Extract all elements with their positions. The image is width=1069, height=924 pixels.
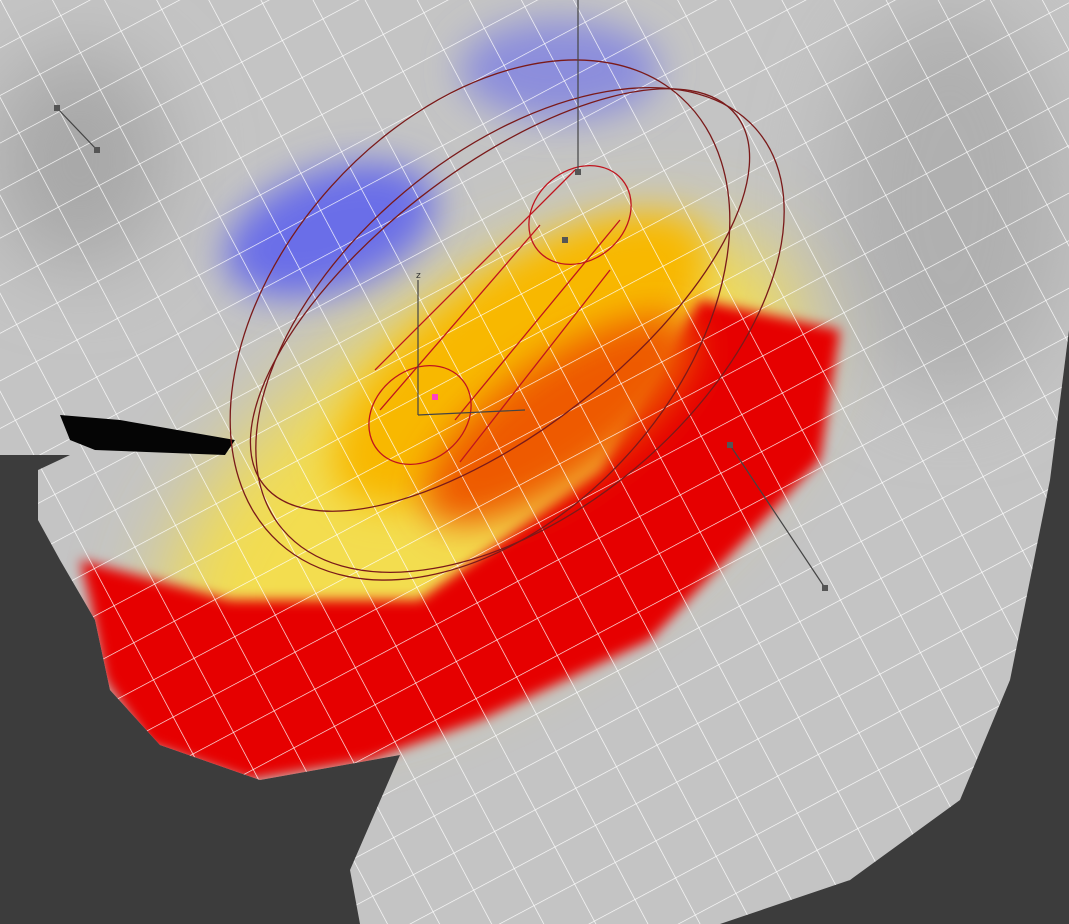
axis-label: z (416, 271, 421, 281)
pivot (432, 394, 438, 400)
viewport: z (0, 0, 1069, 924)
handle (94, 147, 100, 153)
handle (54, 105, 60, 111)
handle (822, 585, 828, 591)
handle (575, 169, 581, 175)
handle (562, 237, 568, 243)
handle (727, 442, 733, 448)
page: z (() => { const data = JSON.parse(docum… (0, 0, 1069, 924)
